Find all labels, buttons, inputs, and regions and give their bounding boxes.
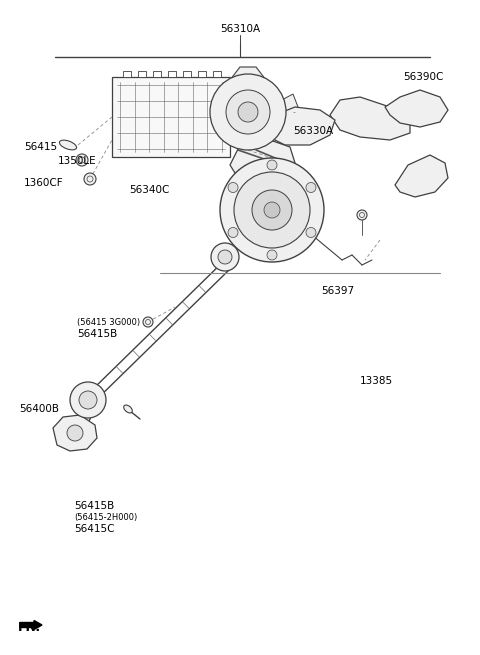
Ellipse shape [60,140,77,150]
Circle shape [267,160,277,170]
Polygon shape [265,107,335,145]
Bar [198,71,206,77]
Text: 56330A: 56330A [293,126,333,136]
Text: (56415-2H000): (56415-2H000) [74,513,138,522]
Circle shape [228,227,238,238]
Circle shape [264,202,280,218]
Circle shape [76,154,88,166]
Bar [213,71,221,77]
Text: 13385: 13385 [360,376,393,386]
Bar [153,71,161,77]
Text: 56415B: 56415B [77,329,117,339]
Polygon shape [230,140,295,177]
Text: (56415 3G000): (56415 3G000) [77,318,140,327]
Bar [123,71,131,77]
Circle shape [267,250,277,260]
Text: 56310A: 56310A [220,24,260,34]
Circle shape [79,391,97,409]
Circle shape [252,190,292,230]
Text: 1350LE: 1350LE [58,156,96,166]
Circle shape [210,74,286,150]
Polygon shape [330,97,410,140]
Bar [183,71,191,77]
Text: 56340C: 56340C [130,185,170,195]
Text: 56397: 56397 [322,286,355,297]
Circle shape [306,227,316,238]
Circle shape [357,210,367,220]
Polygon shape [385,90,448,127]
Circle shape [228,183,238,193]
Circle shape [211,243,239,271]
Text: 56415: 56415 [24,142,57,153]
Polygon shape [53,415,97,451]
Polygon shape [395,155,448,197]
Circle shape [220,158,324,262]
Text: 56390C: 56390C [403,72,444,83]
Text: 56415C: 56415C [74,523,115,534]
Circle shape [218,250,232,264]
Circle shape [226,90,270,134]
Polygon shape [278,94,298,114]
FancyArrow shape [20,620,42,629]
Text: 56400B: 56400B [19,404,59,415]
Ellipse shape [124,405,132,413]
Circle shape [70,382,106,418]
Circle shape [306,183,316,193]
Circle shape [143,317,153,327]
Circle shape [67,425,83,441]
Circle shape [238,102,258,122]
Text: 1360CF: 1360CF [24,178,64,189]
Text: FR.: FR. [18,621,41,634]
Bar [112,77,230,157]
Circle shape [234,172,310,248]
Polygon shape [230,67,266,80]
Circle shape [84,173,96,185]
Bar [138,71,146,77]
Text: 56415B: 56415B [74,500,115,511]
Bar [168,71,176,77]
